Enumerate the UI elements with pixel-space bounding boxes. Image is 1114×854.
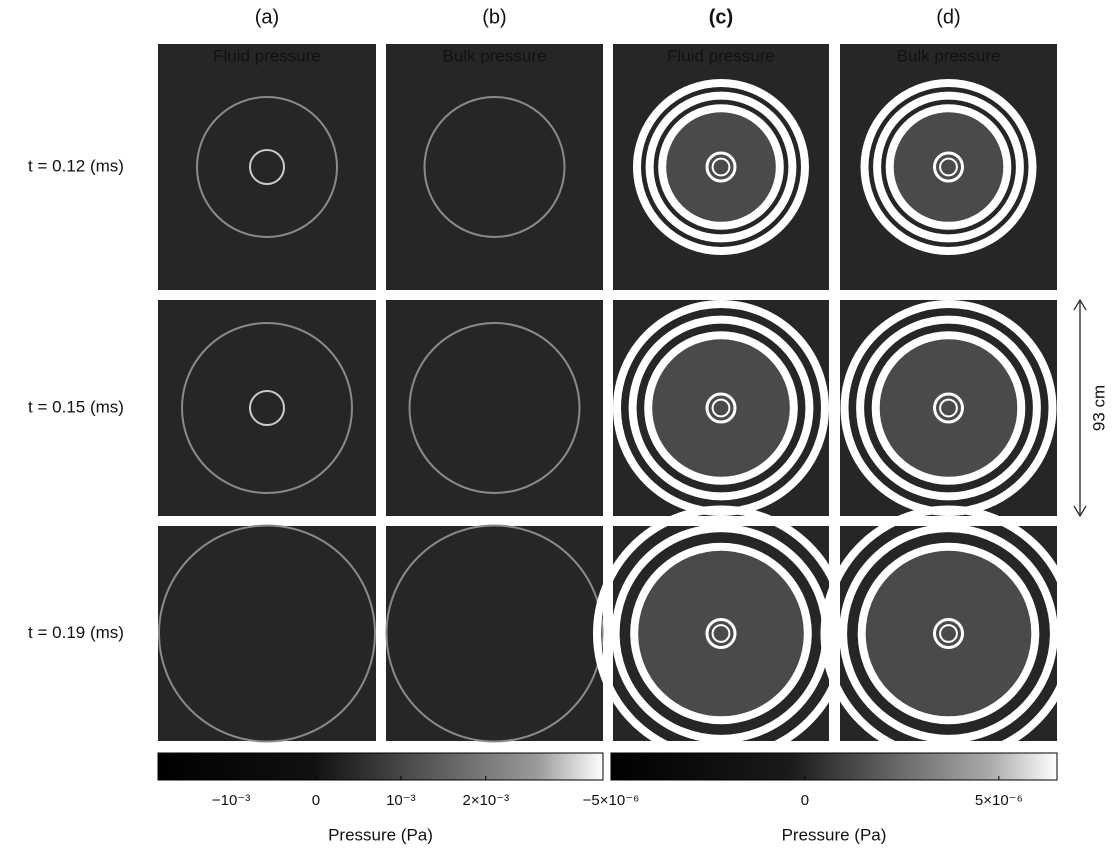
wavefront bbox=[249, 149, 285, 185]
ring bbox=[705, 618, 737, 649]
panel bbox=[158, 300, 376, 516]
inner-field bbox=[660, 106, 782, 228]
ring bbox=[857, 542, 1040, 725]
colorbar-tick-label: −10⁻³ bbox=[212, 792, 250, 809]
inner-field bbox=[631, 544, 811, 723]
colorbar-label: Pressure (Pa) bbox=[782, 825, 887, 844]
ring bbox=[839, 524, 1058, 743]
ring bbox=[939, 157, 958, 177]
ring bbox=[658, 104, 784, 230]
wavefront bbox=[408, 322, 581, 494]
ring bbox=[705, 392, 737, 424]
ring bbox=[860, 79, 1037, 255]
ring bbox=[856, 315, 1041, 501]
ring bbox=[933, 151, 964, 183]
wavefront bbox=[385, 524, 604, 743]
column-label: Bulk pressure bbox=[897, 46, 1001, 65]
row-label: t = 0.19 (ms) bbox=[28, 623, 124, 642]
panel bbox=[386, 44, 603, 290]
ring bbox=[939, 398, 958, 418]
panels bbox=[158, 44, 1077, 762]
ring bbox=[939, 624, 958, 643]
ring bbox=[873, 91, 1024, 243]
ring bbox=[644, 331, 798, 485]
wavefront bbox=[196, 96, 338, 238]
panel bbox=[386, 526, 603, 741]
colorbar-label: Pressure (Pa) bbox=[328, 825, 433, 844]
colorbar-tick-label: −5×10⁻⁶ bbox=[583, 792, 640, 809]
scale-arrow-heads bbox=[1073, 298, 1087, 518]
colorbar-tick-label: 10⁻³ bbox=[386, 792, 416, 809]
colorbar-tick-label: 2×10⁻³ bbox=[462, 792, 509, 809]
ring bbox=[628, 315, 814, 501]
column-letter: (d) bbox=[936, 6, 960, 28]
wavefront bbox=[158, 524, 376, 743]
column-letter: (c) bbox=[709, 6, 733, 28]
colorbar-tick-label: 0 bbox=[312, 792, 320, 809]
ring bbox=[871, 331, 1026, 485]
ring bbox=[630, 542, 812, 725]
ring bbox=[711, 398, 731, 418]
panel bbox=[386, 300, 603, 516]
colorbar-tick-label: 5×10⁻⁶ bbox=[975, 792, 1023, 809]
panel bbox=[158, 44, 376, 290]
column-letter: (b) bbox=[482, 6, 506, 28]
inner-field bbox=[873, 333, 1024, 483]
column-label: Fluid pressure bbox=[213, 46, 321, 65]
wavefront bbox=[249, 390, 285, 426]
ring bbox=[933, 392, 964, 424]
inner-field bbox=[646, 333, 796, 483]
wavefront bbox=[423, 96, 566, 238]
ring bbox=[645, 91, 797, 243]
ring bbox=[705, 151, 737, 183]
ring bbox=[933, 618, 964, 649]
colorbar bbox=[610, 752, 1058, 781]
row-label: t = 0.15 (ms) bbox=[28, 397, 124, 416]
ring bbox=[633, 79, 809, 255]
inner-field bbox=[859, 544, 1038, 723]
inner-field bbox=[888, 106, 1009, 228]
colorbar bbox=[157, 752, 604, 781]
panel bbox=[158, 526, 376, 741]
colorbar-tick-label: 0 bbox=[801, 792, 809, 809]
ring bbox=[711, 157, 731, 177]
column-label: Fluid pressure bbox=[667, 46, 775, 65]
ring bbox=[885, 104, 1012, 230]
column-label: Bulk pressure bbox=[443, 46, 547, 65]
ring bbox=[711, 624, 731, 643]
row-label: t = 0.12 (ms) bbox=[28, 156, 124, 175]
column-letter: (a) bbox=[255, 6, 279, 28]
wavefront bbox=[181, 322, 353, 494]
scale-label: 93 cm bbox=[1089, 385, 1108, 431]
